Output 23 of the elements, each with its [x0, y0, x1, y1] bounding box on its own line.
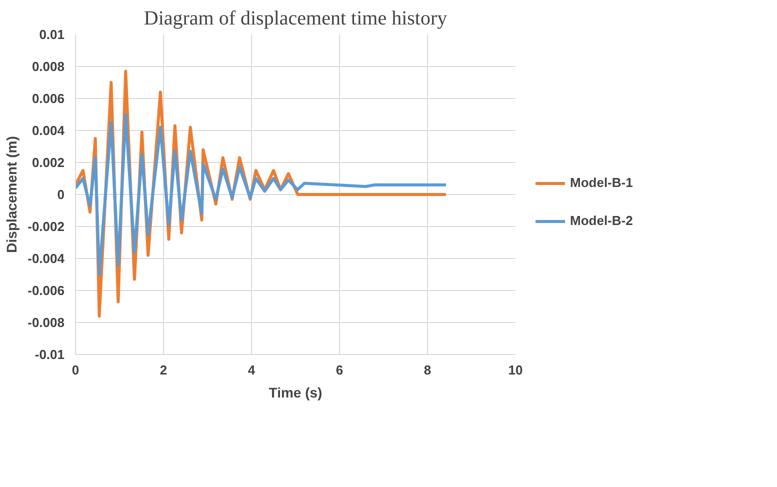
- line-series: [76, 113, 448, 276]
- x-tick-label: 6: [336, 362, 344, 378]
- y-tick-label: 0: [57, 187, 65, 202]
- y-tick-label: -0.004: [28, 251, 66, 266]
- x-tick-label: 2: [160, 362, 168, 378]
- x-tick-label: 4: [248, 362, 256, 378]
- y-tick-label: 0.008: [32, 59, 65, 74]
- y-tick-label: -0.01: [34, 347, 65, 362]
- y-tick-label: 0.002: [32, 155, 65, 170]
- legend-label: Model-B-1: [570, 175, 633, 190]
- legend-label: Model-B-2: [570, 213, 633, 228]
- y-tick-label: 0.006: [32, 91, 65, 106]
- y-tick-label: 0.01: [39, 27, 65, 42]
- x-tick-label: 10: [508, 362, 523, 378]
- x-tick-label: 8: [424, 362, 432, 378]
- y-tick-label: -0.006: [28, 283, 65, 298]
- chart-title: Diagram of displacement time history: [144, 8, 448, 30]
- x-tick-label: 0: [72, 362, 80, 378]
- x-axis-title: Time (s): [268, 384, 322, 400]
- y-tick-label: -0.002: [28, 219, 65, 234]
- y-tick-label: -0.008: [28, 315, 65, 330]
- y-tick-label: 0.004: [32, 123, 66, 138]
- y-axis-title: Displacement (m): [4, 136, 20, 253]
